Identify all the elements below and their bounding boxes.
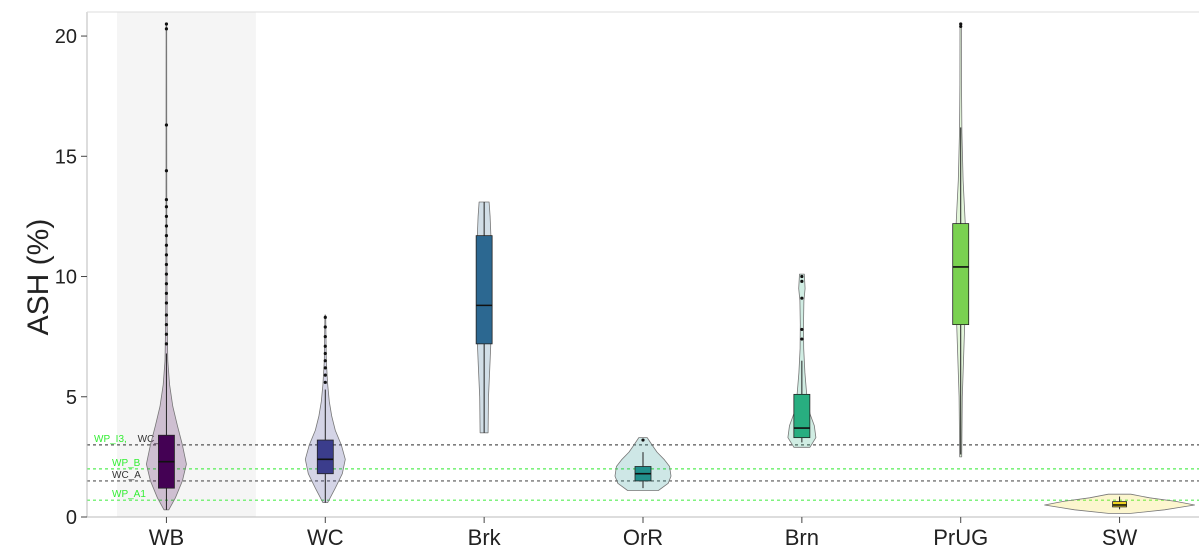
outlier-point <box>800 275 803 278</box>
x-tick-label-brk: Brk <box>468 525 502 548</box>
outlier-point <box>165 313 168 316</box>
box-brn <box>794 394 810 437</box>
outlier-point <box>165 198 168 201</box>
outlier-point <box>165 263 168 266</box>
outlier-point <box>165 253 168 256</box>
outlier-point <box>165 224 168 227</box>
outlier-point <box>800 280 803 283</box>
outlier-point <box>800 337 803 340</box>
outlier-point <box>800 328 803 331</box>
outlier-point <box>165 323 168 326</box>
y-tick-label: 20 <box>55 26 77 48</box>
outlier-point <box>324 335 327 338</box>
x-tick-label-wc: WC <box>307 525 344 548</box>
reference-line-label: WP_A1 <box>112 489 146 500</box>
box-brk <box>476 236 492 344</box>
x-tick-label-brn: Brn <box>785 525 819 548</box>
outlier-point <box>165 234 168 237</box>
x-tick-label-wb: WB <box>149 525 184 548</box>
y-tick-label: 15 <box>55 146 77 168</box>
outlier-point <box>641 438 644 441</box>
outlier-point <box>165 22 168 25</box>
y-axis-title: ASH (%) <box>22 219 55 336</box>
outlier-point <box>324 316 327 319</box>
y-tick-label: 0 <box>66 507 77 529</box>
outlier-point <box>324 374 327 377</box>
y-tick-label: 10 <box>55 267 77 289</box>
outlier-point <box>165 273 168 276</box>
reference-line-label: WP_I3, <box>94 434 127 445</box>
reference-line-label: WP_B <box>112 458 141 469</box>
outlier-point <box>165 244 168 247</box>
outlier-point <box>165 123 168 126</box>
y-tick-label: 5 <box>66 387 77 409</box>
outlier-point <box>165 282 168 285</box>
outlier-point <box>800 297 803 300</box>
outlier-point <box>324 381 327 384</box>
outlier-point <box>324 325 327 328</box>
box-wc <box>317 440 333 474</box>
x-tick-label-prug: PrUG <box>933 525 988 548</box>
outlier-point <box>165 301 168 304</box>
box-prug <box>953 224 969 325</box>
outlier-point <box>165 215 168 218</box>
outlier-point <box>165 333 168 336</box>
outlier-point <box>165 292 168 295</box>
outlier-point <box>324 352 327 355</box>
outlier-point <box>165 169 168 172</box>
reference-line-label: WC_A <box>112 470 141 481</box>
outlier-point <box>165 342 168 345</box>
outlier-point <box>959 22 962 25</box>
x-tick-label-sw: SW <box>1102 525 1138 548</box>
x-tick-label-orr: OrR <box>623 525 663 548</box>
outlier-point <box>324 345 327 348</box>
outlier-point <box>165 27 168 30</box>
outlier-point <box>324 366 327 369</box>
outlier-point <box>165 205 168 208</box>
outlier-point <box>324 359 327 362</box>
